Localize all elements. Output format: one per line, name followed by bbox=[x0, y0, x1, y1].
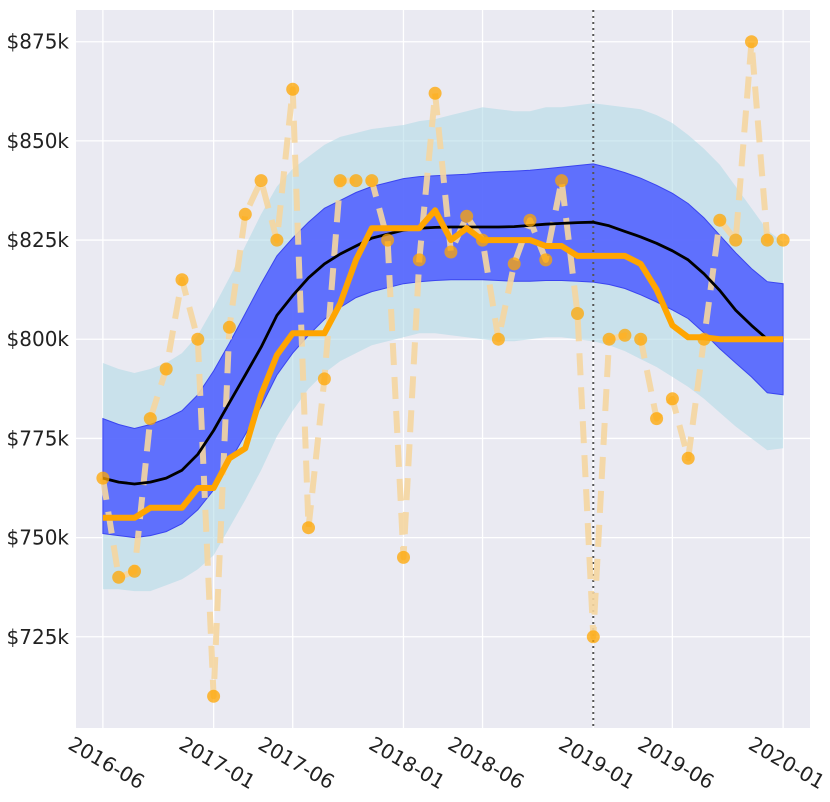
observed-point-42 bbox=[760, 233, 774, 247]
observed-point-24 bbox=[476, 233, 489, 247]
observed-point-28 bbox=[539, 253, 553, 267]
x-tick-label-4: 2018-06 bbox=[444, 732, 528, 795]
observed-point-6 bbox=[191, 332, 205, 346]
observed-point-30 bbox=[571, 307, 584, 320]
observed-point-7 bbox=[207, 689, 221, 703]
observed-point-18 bbox=[381, 233, 395, 247]
y-axis-ticks: $725k $750k $775k $800k $825k $850k $875k bbox=[7, 30, 70, 649]
observed-point-23 bbox=[460, 209, 474, 223]
observed-point-29 bbox=[555, 174, 569, 188]
observed-point-27 bbox=[523, 213, 537, 227]
y-tick-label-1: $750k bbox=[7, 526, 70, 550]
observed-point-21 bbox=[428, 86, 442, 100]
observed-point-26 bbox=[507, 257, 521, 271]
y-tick-label-4: $825k bbox=[7, 228, 70, 252]
observed-point-20 bbox=[412, 253, 426, 267]
observed-point-32 bbox=[602, 332, 616, 346]
observed-point-11 bbox=[270, 233, 284, 247]
observed-point-22 bbox=[444, 245, 458, 259]
x-tick-label-0: 2016-06 bbox=[64, 732, 148, 795]
observed-point-25 bbox=[491, 332, 505, 346]
observed-point-2 bbox=[128, 564, 141, 578]
observed-point-35 bbox=[650, 412, 664, 426]
observed-point-40 bbox=[729, 233, 743, 247]
observed-point-1 bbox=[112, 570, 126, 584]
y-tick-label-3: $800k bbox=[7, 327, 70, 351]
observed-point-5 bbox=[175, 273, 189, 287]
observed-point-15 bbox=[333, 174, 347, 188]
observed-point-36 bbox=[665, 392, 679, 406]
observed-point-39 bbox=[713, 213, 727, 227]
observed-point-33 bbox=[618, 328, 632, 342]
observed-point-9 bbox=[238, 207, 252, 221]
x-tick-label-7: 2020-01 bbox=[745, 732, 829, 795]
observed-point-3 bbox=[143, 412, 157, 426]
observed-point-13 bbox=[302, 521, 315, 535]
y-tick-label-2: $775k bbox=[7, 426, 70, 450]
x-tick-label-2: 2017-06 bbox=[254, 732, 338, 795]
observed-point-19 bbox=[397, 550, 410, 564]
observed-point-14 bbox=[317, 372, 331, 386]
y-tick-label-5: $850k bbox=[7, 129, 70, 153]
observed-point-43 bbox=[776, 233, 790, 247]
observed-point-34 bbox=[634, 332, 648, 346]
observed-point-12 bbox=[286, 82, 300, 96]
observed-point-38 bbox=[697, 332, 711, 346]
observed-point-41 bbox=[745, 35, 758, 49]
x-tick-label-1: 2017-01 bbox=[175, 732, 259, 795]
observed-point-4 bbox=[159, 362, 173, 376]
observed-point-17 bbox=[365, 174, 379, 188]
y-tick-label-0: $725k bbox=[7, 625, 70, 649]
x-tick-label-6: 2019-06 bbox=[634, 732, 718, 795]
observed-point-16 bbox=[349, 174, 363, 188]
y-tick-label-6: $875k bbox=[7, 30, 70, 54]
observed-point-8 bbox=[222, 320, 236, 334]
observed-points bbox=[96, 35, 790, 703]
observed-point-31 bbox=[586, 630, 600, 644]
x-tick-label-5: 2019-01 bbox=[555, 732, 639, 795]
smoothed-line bbox=[102, 207, 784, 521]
observed-point-0 bbox=[96, 471, 110, 485]
observed-point-10 bbox=[254, 174, 268, 188]
observed-point-37 bbox=[681, 451, 695, 465]
x-tick-label-3: 2018-01 bbox=[365, 732, 449, 795]
